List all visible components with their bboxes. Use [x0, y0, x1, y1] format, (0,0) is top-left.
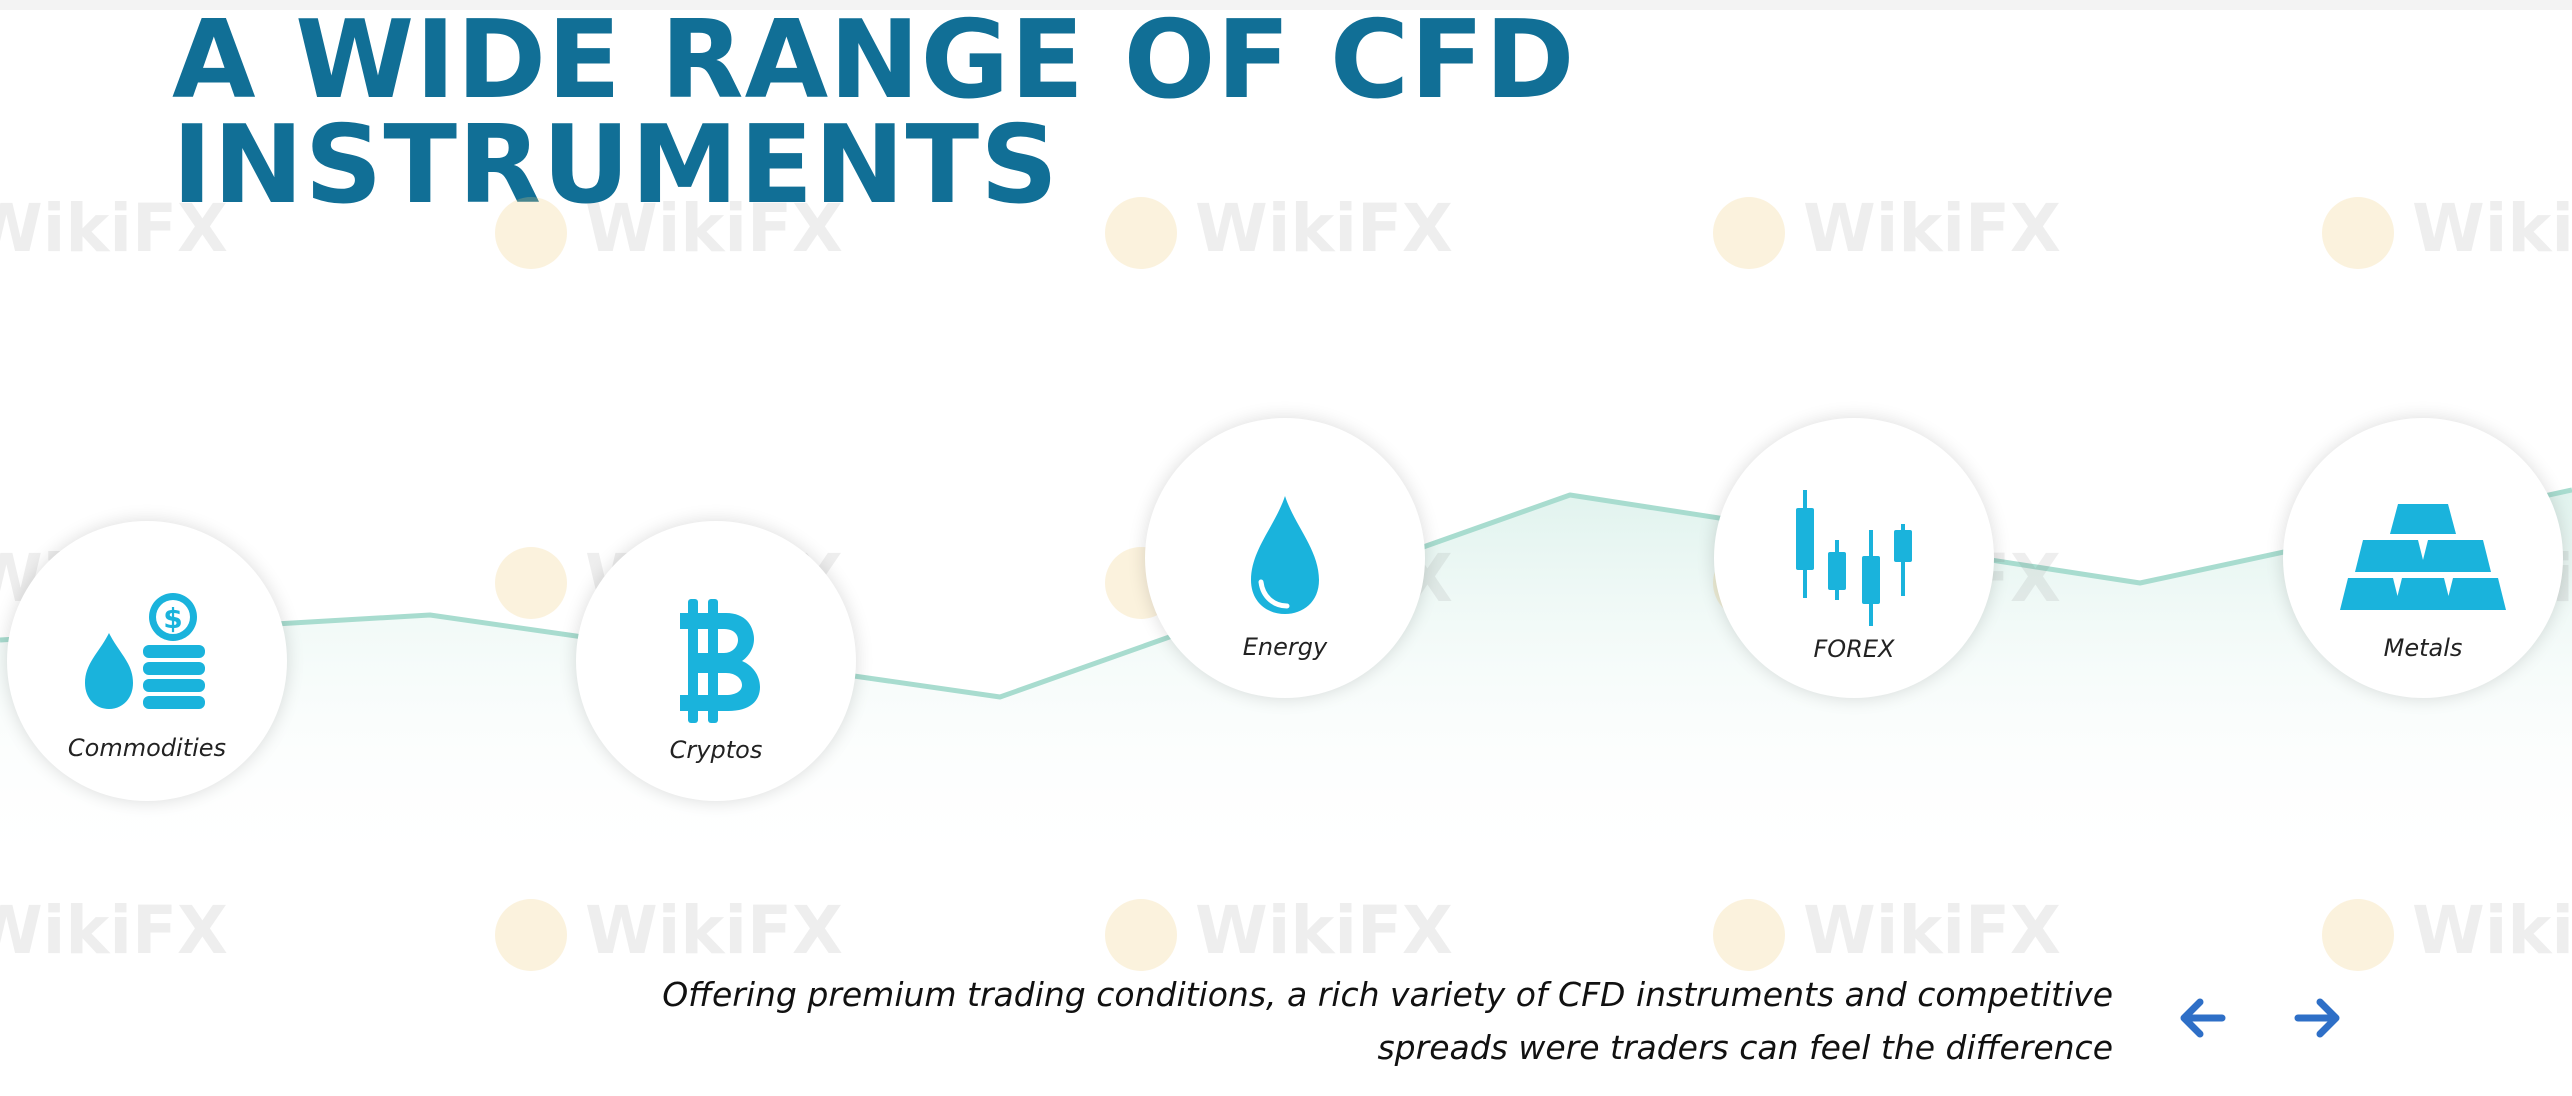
- oil-drop-coins-icon: $: [85, 593, 205, 709]
- tagline-line-1: Offering premium trading conditions, a r…: [662, 975, 2113, 1014]
- arrow-left-icon: [2180, 998, 2226, 1038]
- category-cryptos[interactable]: Cryptos: [576, 521, 856, 801]
- top-bar: [0, 0, 2572, 10]
- watermark-logo-icon: [2322, 898, 2394, 971]
- category-commodities[interactable]: $ Commodities: [7, 521, 287, 801]
- watermark: WikiFX: [1713, 892, 2061, 971]
- category-label: Energy: [1242, 633, 1328, 661]
- bitcoin-icon: [680, 599, 760, 723]
- prev-button[interactable]: [2172, 990, 2232, 1046]
- next-button[interactable]: [2288, 990, 2348, 1046]
- candlestick-chart-icon: [1796, 490, 1912, 626]
- tagline: Offering premium trading conditions, a r…: [662, 968, 2113, 1074]
- watermark-logo-icon: [2322, 196, 2394, 269]
- watermark-logo-icon: [1713, 196, 1785, 269]
- category-label: Cryptos: [669, 736, 763, 764]
- gold-bars-icon: [2340, 504, 2506, 610]
- watermark-logo-icon: [1713, 898, 1785, 971]
- svg-text:$: $: [163, 602, 182, 635]
- watermark: WikiFX: [2322, 190, 2572, 269]
- category-label: Metals: [2383, 634, 2463, 662]
- category-label: Commodities: [67, 734, 227, 762]
- watermark-logo-icon: [1105, 898, 1177, 971]
- tagline-line-2: spreads were traders can feel the differ…: [1377, 1028, 2113, 1067]
- watermark: WikiFX: [1105, 892, 1453, 971]
- category-forex[interactable]: FOREX: [1714, 418, 1994, 698]
- category-metals[interactable]: Metals: [2283, 418, 2563, 698]
- page-title: A WIDE RANGE OF CFD INSTRUMENTS: [172, 0, 1576, 228]
- watermark: WikiFX: [0, 892, 228, 969]
- page-title-line-1: A WIDE RANGE OF CFD: [172, 0, 1576, 123]
- watermark: WikiFX: [2322, 892, 2572, 971]
- page-title-line-2: INSTRUMENTS: [172, 103, 1059, 228]
- watermark: WikiFX: [1713, 190, 2061, 269]
- category-label: FOREX: [1813, 635, 1895, 663]
- arrow-right-icon: [2294, 998, 2340, 1038]
- category-energy[interactable]: Energy: [1145, 418, 1425, 698]
- watermark-logo-icon: [495, 898, 567, 971]
- watermark: WikiFX: [495, 892, 843, 971]
- water-drop-icon: [1251, 496, 1319, 614]
